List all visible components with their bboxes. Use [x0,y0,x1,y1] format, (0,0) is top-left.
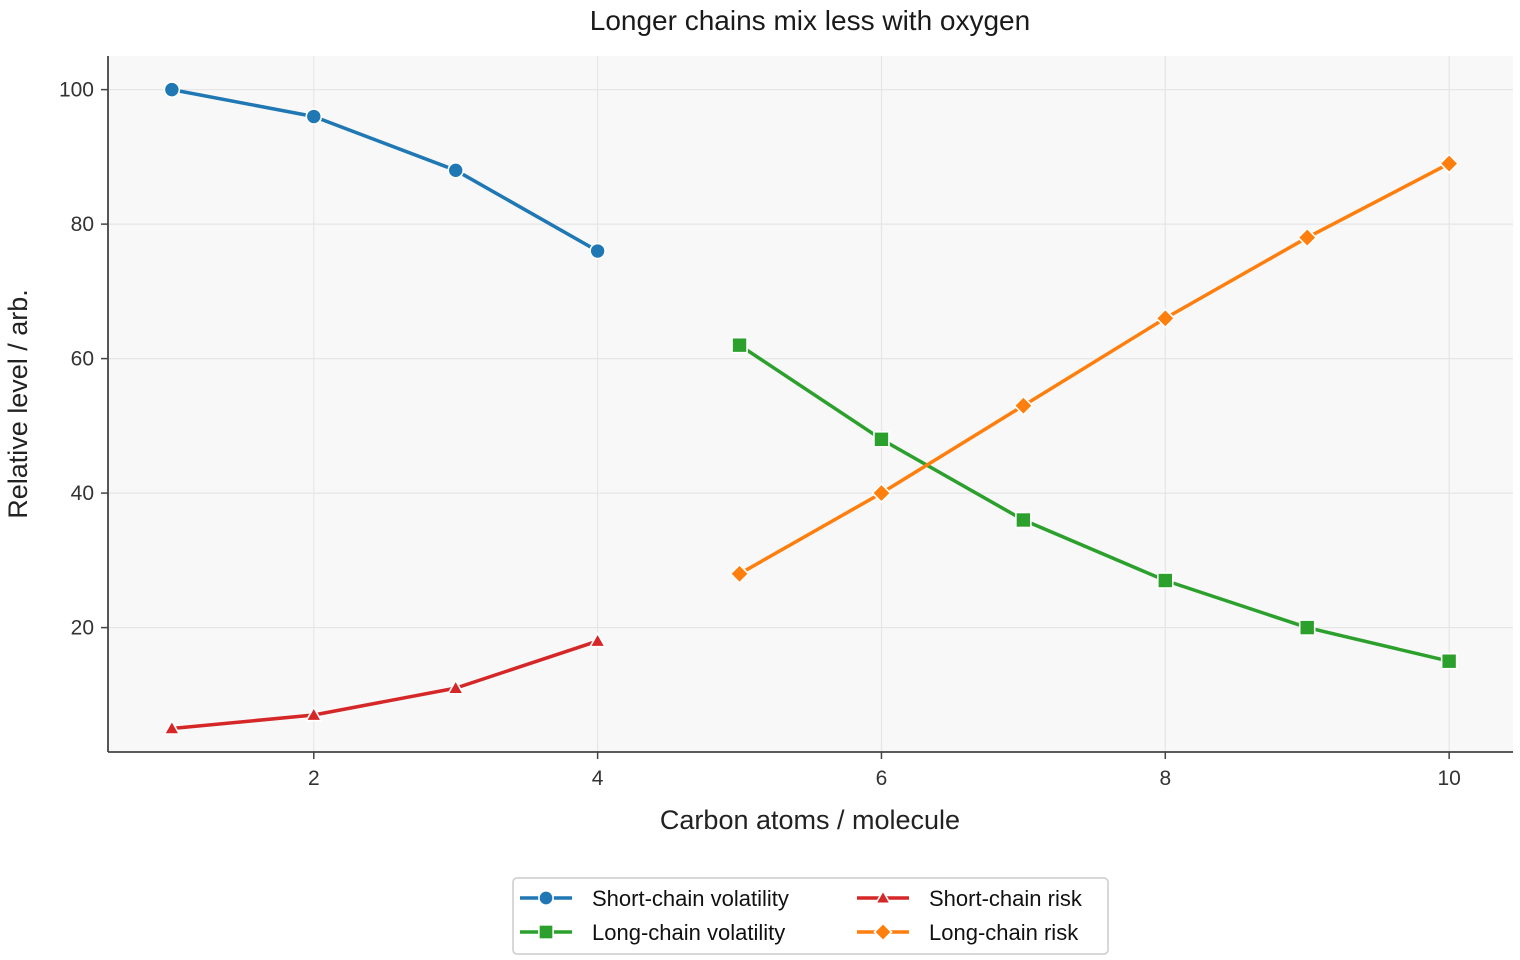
series-0 [163,81,606,260]
data-point [1015,511,1032,529]
legend-item: Long-chain risk [857,920,1079,945]
legend-item: Short-chain risk [857,886,1083,911]
data-point [1155,308,1176,329]
legend-box [512,877,1109,955]
series-line [170,87,600,253]
legend-label: Long-chain risk [929,920,1079,945]
data-point [1440,652,1458,670]
legend-marker [874,889,892,905]
legend-item: Short-chain volatility [520,886,789,911]
data-point [304,705,323,722]
data-point [1156,572,1174,589]
data-point [731,336,748,354]
data-point [305,108,323,125]
data-point [589,242,606,260]
series-line [737,161,1451,576]
legend-marker [873,922,893,942]
data-point [873,431,890,448]
data-point [1298,619,1316,636]
legend-label: Short-chain volatility [592,886,789,911]
data-point [729,563,750,584]
x-axis-label: Carbon atoms / molecule [660,805,960,835]
legend-marker [538,890,554,906]
series-2 [162,631,607,735]
data-point [1439,153,1460,174]
x-tick-label: 2 [308,767,320,790]
y-tick-label: 100 [59,79,94,102]
plot-area [108,56,1513,752]
series-1 [731,336,1458,670]
data-point [163,81,181,98]
x-tick-label: 10 [1437,767,1460,790]
gridlines [108,56,1513,752]
series-3 [729,153,1460,584]
data-point [1297,227,1318,248]
axes [101,56,1513,759]
chart-title: Longer chains mix less with oxygen [590,5,1030,36]
y-tick-label: 80 [71,213,94,236]
y-axis-label: Relative level / arb. [3,289,33,519]
series-line [737,343,1451,663]
series-line [170,639,600,731]
data-point [162,719,181,735]
x-tick-label: 6 [876,767,888,790]
data-point [447,162,465,179]
data-point [588,631,607,648]
y-tick-label: 60 [71,348,94,371]
y-tick-label: 40 [71,482,94,505]
data-point [871,482,892,504]
x-tick-label: 8 [1159,767,1171,790]
legend-label: Long-chain volatility [592,920,785,945]
legend-label: Short-chain risk [929,886,1083,911]
tick-labels: 2 4 6 8 10 20 40 60 80 100 [59,79,1461,790]
legend: Short-chain volatility Long-chain volatil… [512,877,1109,955]
series-layer [162,81,1460,735]
legend-marker [538,924,554,940]
data-point [1013,395,1034,416]
data-point [446,679,465,695]
x-tick-label: 4 [592,767,604,790]
legend-item: Long-chain volatility [520,920,785,945]
y-tick-label: 20 [71,617,94,640]
